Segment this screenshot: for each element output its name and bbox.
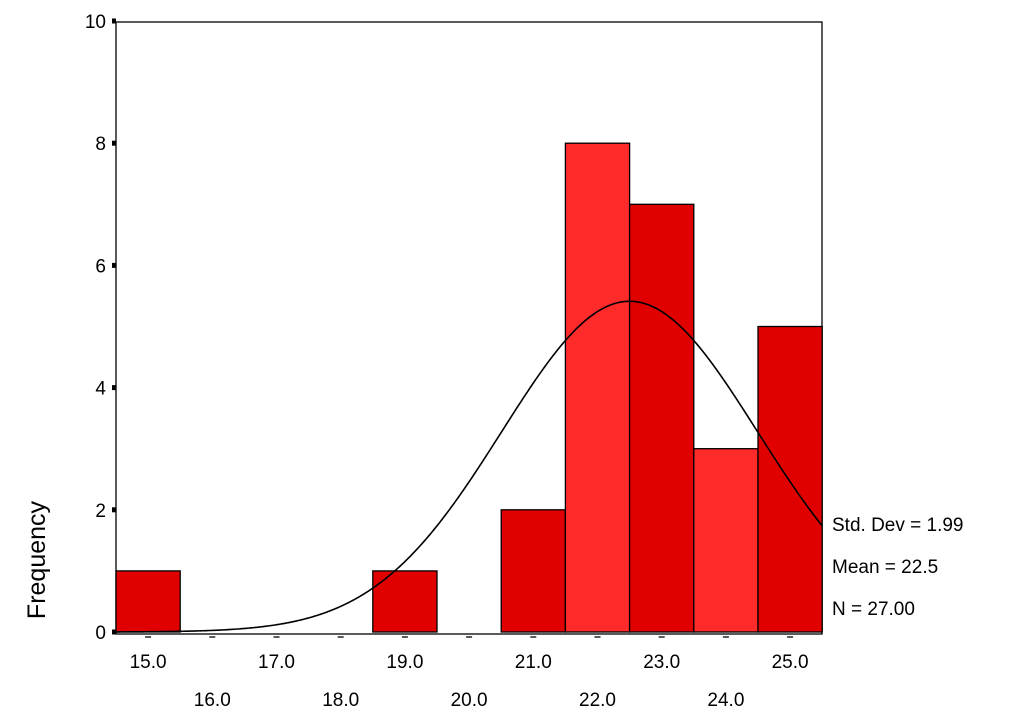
- normal-curve-group: [116, 300, 822, 633]
- y-tick-4: [112, 385, 116, 391]
- x-tick-label-17.0: 17.0: [258, 652, 295, 673]
- x-tick-label-18.0: 18.0: [322, 690, 359, 711]
- bar-19.0: [372, 570, 438, 633]
- y-tick-6: [112, 262, 116, 268]
- y-tick-label-4: 4: [95, 379, 106, 400]
- y-tick-10: [112, 18, 116, 24]
- y-tick-label-6: 6: [95, 256, 106, 277]
- x-tick-label-19.0: 19.0: [386, 652, 423, 673]
- x-tick-label-24.0: 24.0: [707, 690, 744, 711]
- y-tick-label-10: 10: [85, 12, 106, 33]
- bar-23.0: [628, 203, 695, 633]
- bar-21.0: [500, 509, 567, 633]
- bars-group: [115, 142, 823, 633]
- bar-24.0: [693, 448, 759, 633]
- y-tick-0: [112, 629, 116, 635]
- y-axis: 0 2 4 6 8 10: [85, 12, 116, 644]
- mean-text: Mean = 22.5: [832, 557, 938, 578]
- y-axis-title: Frequency: [23, 500, 51, 619]
- x-tick-label-15.0: 15.0: [130, 652, 167, 673]
- x-tick-label-23.0: 23.0: [643, 652, 680, 673]
- n-text: N = 27.00: [832, 599, 915, 620]
- x-tick-label-22.0: 22.0: [579, 690, 616, 711]
- bar-15.0: [115, 570, 181, 633]
- y-tick-label-0: 0: [95, 623, 106, 644]
- x-tick-label-20.0: 20.0: [451, 690, 488, 711]
- bar-25.0: [757, 325, 823, 633]
- y-tick-8: [112, 140, 116, 146]
- x-axis: 15.0 17.0 19.0 21.0 23.0 25.0 16.0 18.0 20.0 22.0…: [130, 636, 809, 711]
- x-tick-label-16.0: 16.0: [194, 690, 231, 711]
- y-tick-label-2: 2: [95, 501, 106, 522]
- normal-curve: [116, 300, 822, 633]
- bar-22.0: [564, 142, 631, 633]
- y-tick-label-8: 8: [95, 134, 106, 155]
- x-tick-label-21.0: 21.0: [515, 652, 552, 673]
- x-tick-label-25.0: 25.0: [772, 652, 809, 673]
- std-dev-text: Std. Dev = 1.99: [832, 515, 964, 536]
- y-tick-2: [112, 507, 116, 513]
